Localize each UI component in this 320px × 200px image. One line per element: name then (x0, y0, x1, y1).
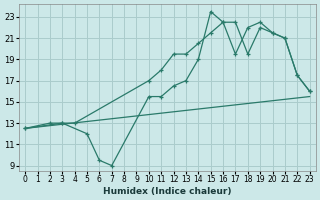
X-axis label: Humidex (Indice chaleur): Humidex (Indice chaleur) (103, 187, 232, 196)
